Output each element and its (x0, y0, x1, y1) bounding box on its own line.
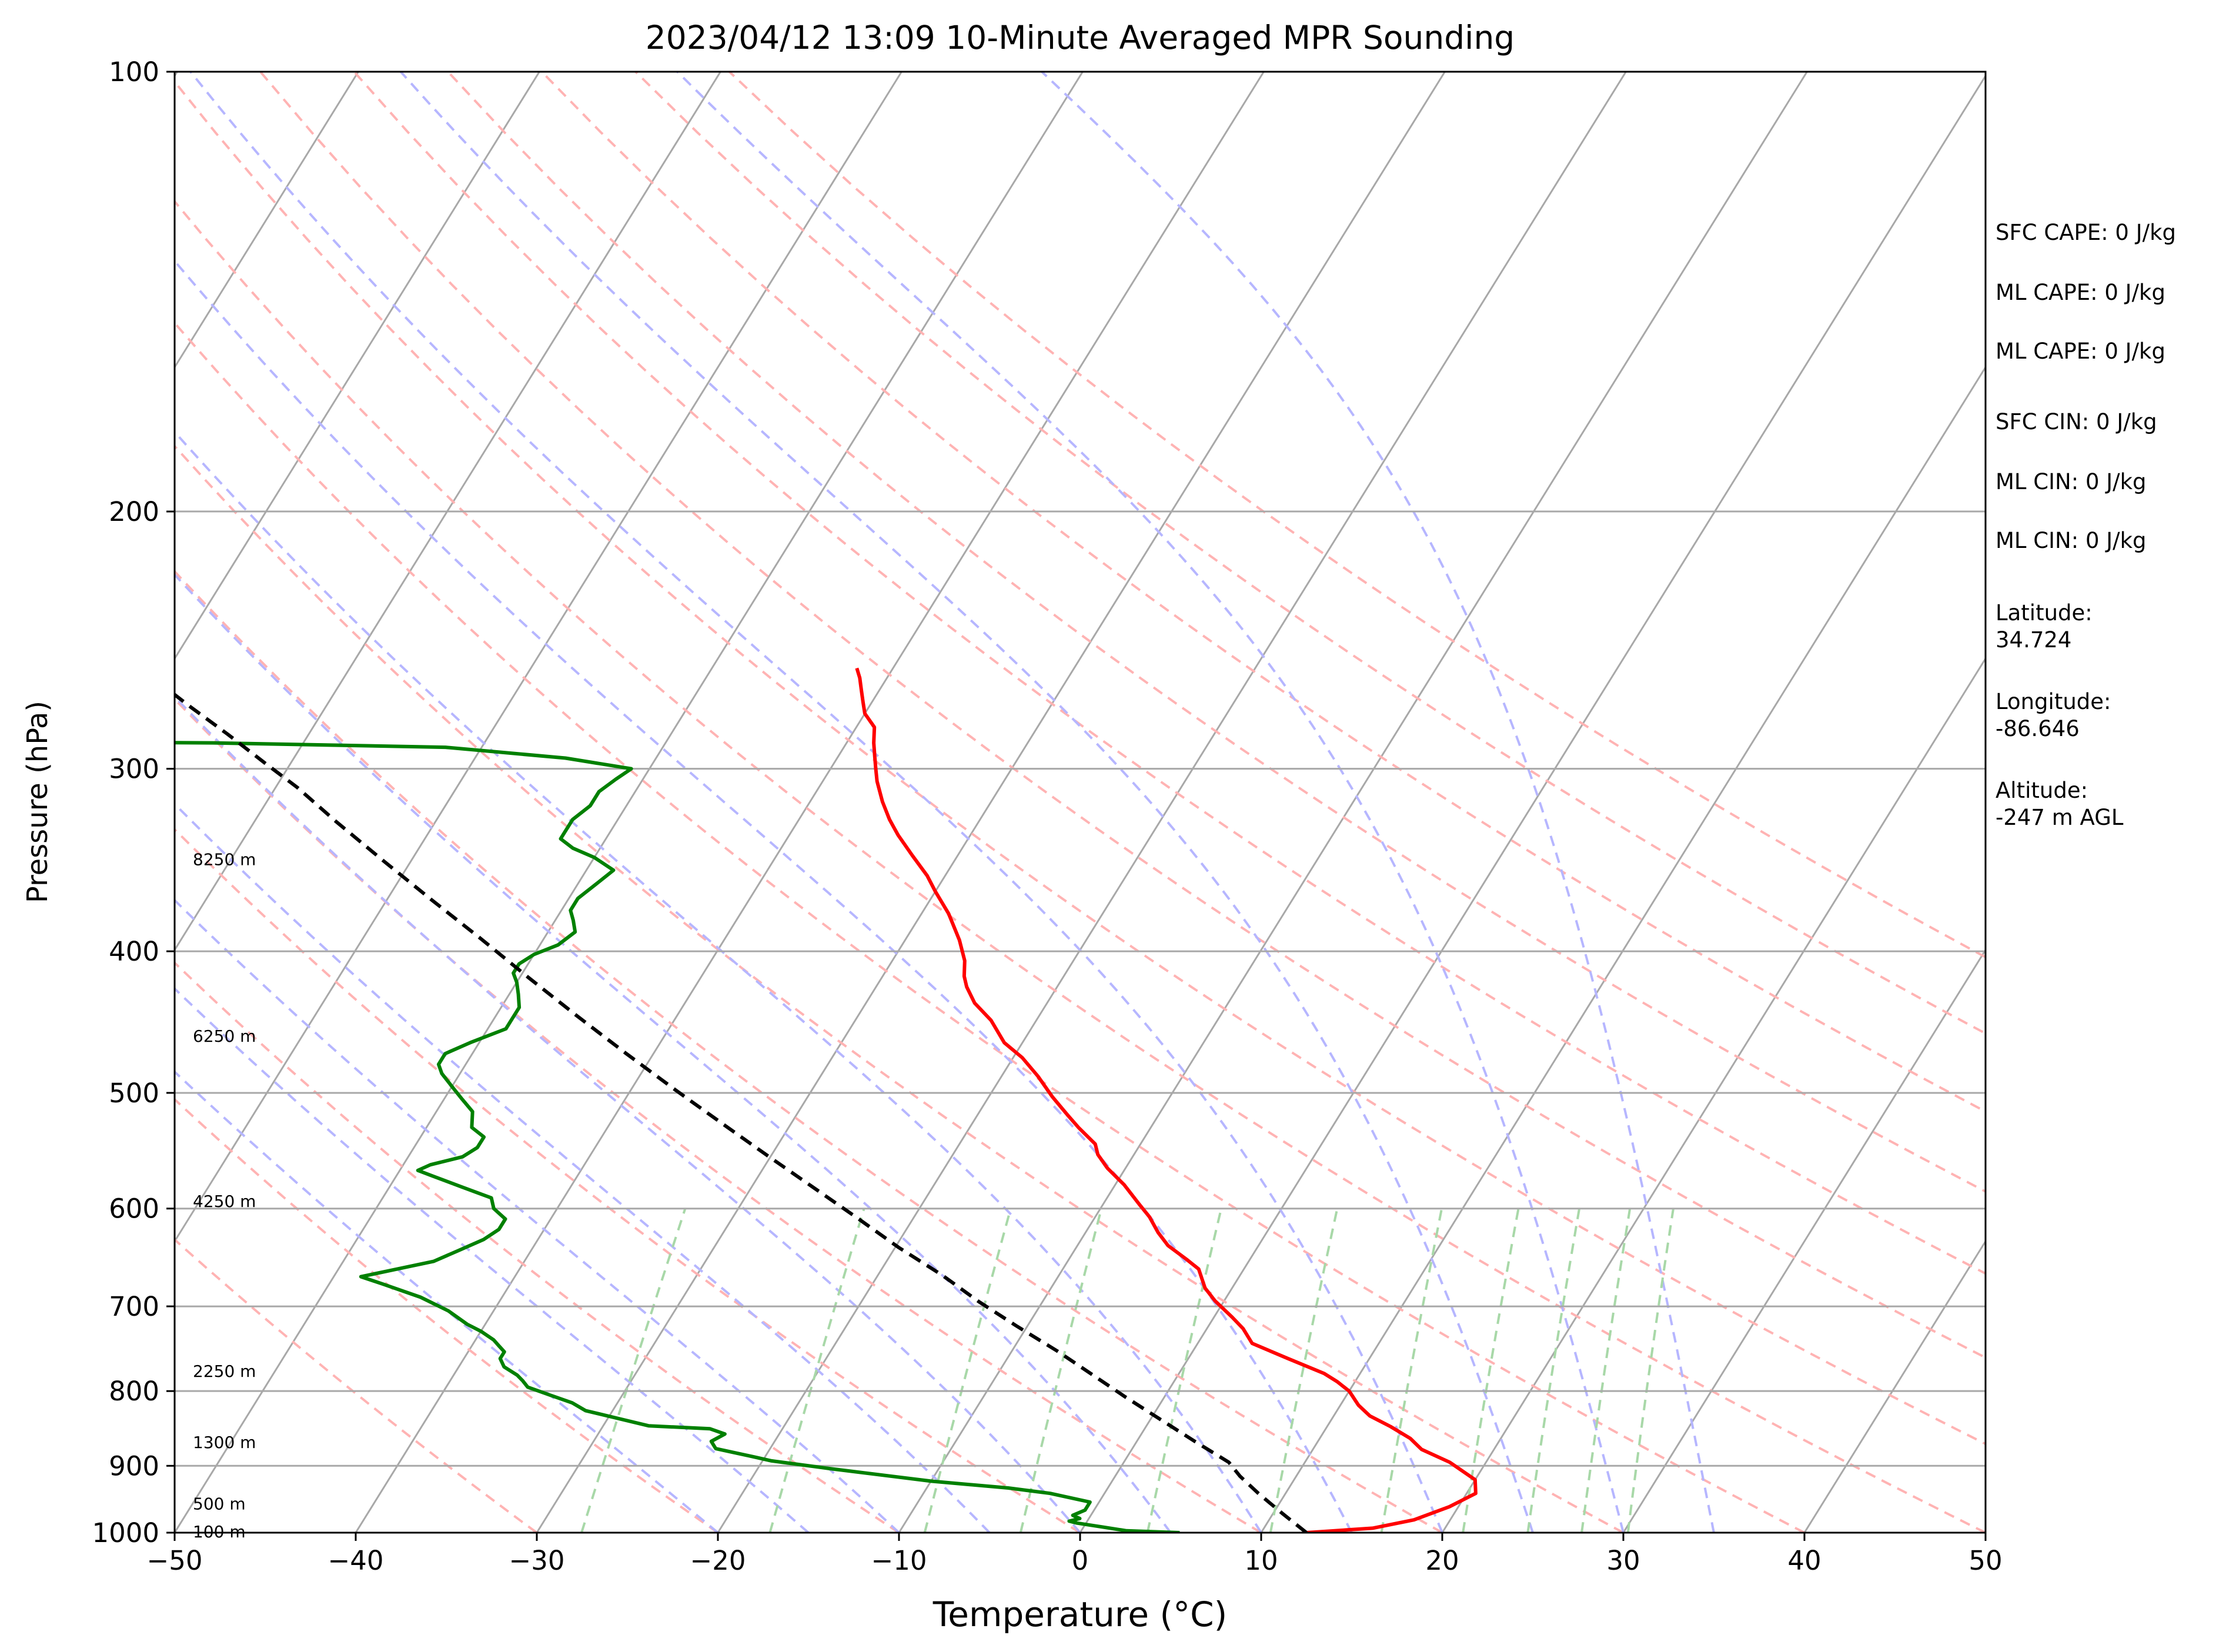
height-label: 1300 m (193, 1433, 256, 1452)
ml-cape-label-2: ML CAPE: 0 J/kg (1996, 338, 2165, 365)
height-label: 2250 m (193, 1362, 256, 1381)
ml-cin-label-2: ML CIN: 0 J/kg (1996, 527, 2147, 554)
x-tick-label: 40 (1787, 1545, 1821, 1576)
x-axis-label: Temperature (°C) (932, 1594, 1228, 1634)
height-label: 8250 m (193, 850, 256, 870)
y-tick-label: 300 (109, 754, 159, 785)
y-tick-label: 100 (109, 56, 159, 88)
sfc-cape-label: SFC CAPE: 0 J/kg (1996, 219, 2176, 246)
altitude-label: Altitude: -247 m AGL (1996, 777, 2123, 831)
sfc-cin-label: SFC CIN: 0 J/kg (1996, 409, 2157, 436)
x-tick-label: −40 (328, 1545, 384, 1576)
x-tick-label: 10 (1244, 1545, 1278, 1576)
y-axis-label: Pressure (hPa) (21, 701, 54, 903)
x-tick-label: 0 (1072, 1545, 1089, 1576)
x-tick-label: 30 (1606, 1545, 1640, 1576)
y-tick-label: 700 (109, 1291, 159, 1322)
height-label: 4250 m (193, 1192, 256, 1211)
x-tick-label: −10 (871, 1545, 927, 1576)
y-tick-label: 600 (109, 1193, 159, 1225)
x-tick-label: 50 (1968, 1545, 2002, 1576)
y-tick-label: 200 (109, 496, 159, 527)
x-tick-label: −30 (509, 1545, 565, 1576)
height-label: 100 m (193, 1522, 246, 1541)
x-tick-label: 20 (1425, 1545, 1459, 1576)
x-tick-label: −50 (147, 1545, 203, 1576)
chart-title: 2023/04/12 13:09 10-Minute Averaged MPR … (646, 19, 1515, 56)
ml-cape-label: ML CAPE: 0 J/kg (1996, 279, 2165, 306)
ml-cin-label: ML CIN: 0 J/kg (1996, 469, 2147, 496)
y-tick-label: 900 (109, 1450, 159, 1482)
latitude-label: Latitude: 34.724 (1996, 600, 2093, 654)
y-tick-label: 800 (109, 1376, 159, 1407)
y-tick-label: 500 (109, 1078, 159, 1109)
y-tick-label: 1000 (92, 1517, 159, 1549)
longitude-label: Longitude: -86.646 (1996, 688, 2111, 743)
height-label: 500 m (193, 1494, 246, 1513)
height-label: 6250 m (193, 1026, 256, 1046)
x-tick-label: −20 (690, 1545, 746, 1576)
y-tick-label: 400 (109, 936, 159, 967)
